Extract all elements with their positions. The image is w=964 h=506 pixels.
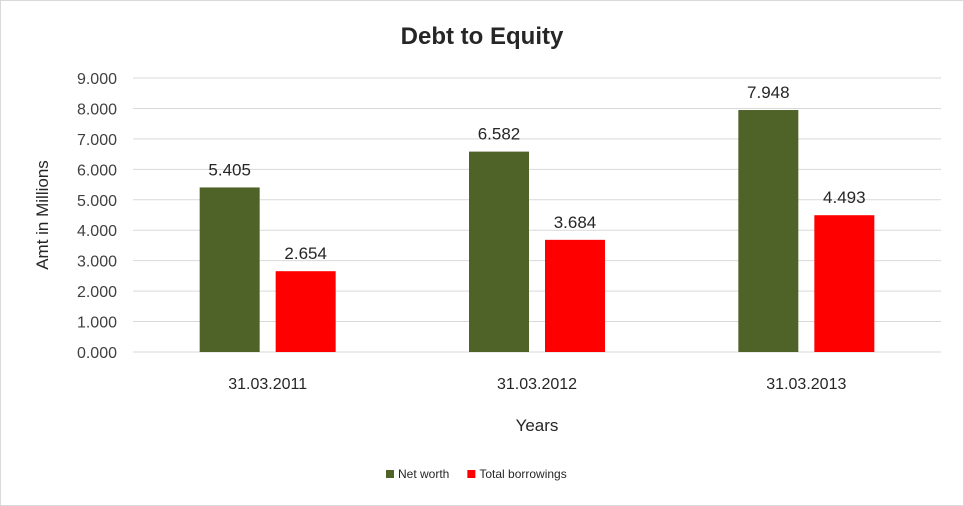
- bar: [199, 187, 260, 352]
- y-tick-label: 1.000: [77, 315, 117, 332]
- y-tick-label: 8.000: [77, 101, 117, 118]
- x-axis-label: Years: [516, 416, 559, 435]
- bar: [469, 151, 529, 352]
- x-tick-label: 31.03.2012: [497, 376, 577, 393]
- y-tick-label: 2.000: [77, 284, 117, 301]
- bar: [738, 110, 799, 352]
- y-tick-label: 5.000: [77, 193, 117, 210]
- chart-title: Debt to Equity: [401, 23, 564, 50]
- gridlines: [133, 77, 941, 353]
- x-tick-label: 31.03.2011: [228, 376, 307, 393]
- bar: [814, 215, 875, 352]
- data-label: 5.405: [208, 160, 251, 179]
- legend-entry: Net worth: [398, 467, 449, 481]
- data-label: 7.948: [747, 83, 790, 102]
- legend: Net worth Total borrowings: [386, 467, 567, 481]
- bar: [275, 271, 336, 352]
- legend-swatch: [467, 470, 476, 478]
- y-tick-label: 0.000: [77, 345, 117, 362]
- y-tick-label: 7.000: [77, 132, 117, 149]
- y-axis-ticks: 0.000 1.000 2.000 3.000 4.000 5.000 6.000 7.000…: [77, 71, 117, 362]
- legend-entry: Total borrowings: [479, 467, 566, 481]
- bar: [545, 239, 605, 352]
- data-label: 6.582: [478, 125, 521, 144]
- y-tick-label: 9.000: [77, 71, 117, 88]
- y-tick-label: 4.000: [77, 223, 117, 240]
- y-tick-label: 3.000: [77, 254, 117, 271]
- x-axis-categories: 31.03.2011 31.03.2012 31.03.2013: [228, 376, 846, 393]
- data-label: 3.684: [554, 213, 597, 232]
- y-axis-label: Amt in Millions: [33, 160, 52, 270]
- data-label: 2.654: [284, 244, 327, 263]
- bars: [199, 110, 875, 352]
- y-tick-label: 6.000: [77, 162, 117, 179]
- data-labels: 5.405 2.654 6.582 3.684 7.948 4.493: [208, 83, 865, 263]
- data-label: 4.493: [823, 188, 866, 207]
- legend-swatch: [386, 470, 394, 478]
- x-tick-label: 31.03.2013: [766, 376, 846, 393]
